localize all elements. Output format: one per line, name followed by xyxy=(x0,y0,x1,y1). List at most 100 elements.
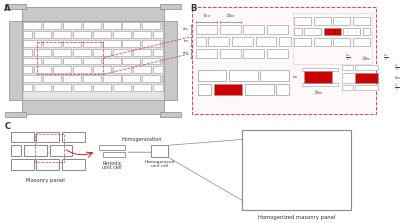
Bar xyxy=(279,37,291,46)
Bar xyxy=(43,22,61,29)
Bar xyxy=(214,84,242,95)
Bar xyxy=(73,49,91,56)
Bar xyxy=(294,17,312,25)
Bar xyxy=(11,145,21,156)
Text: $b_{be}$: $b_{be}$ xyxy=(362,55,371,64)
Bar xyxy=(314,38,331,46)
Text: C: C xyxy=(4,122,10,131)
Bar xyxy=(342,66,353,70)
Text: $\frac{t_{be}}{2}$: $\frac{t_{be}}{2}$ xyxy=(344,53,350,64)
Bar xyxy=(53,31,71,38)
Bar xyxy=(196,37,206,46)
Bar xyxy=(164,21,177,100)
Bar xyxy=(160,4,181,9)
Bar xyxy=(102,22,120,29)
Bar xyxy=(192,7,376,114)
Bar xyxy=(196,25,217,34)
Bar xyxy=(198,70,226,81)
Bar xyxy=(23,40,41,47)
Bar xyxy=(113,66,131,73)
Bar xyxy=(93,31,111,38)
Bar xyxy=(380,66,392,70)
Bar xyxy=(93,49,111,56)
Text: $\frac{t_{m}}{2}$: $\frac{t_{m}}{2}$ xyxy=(394,62,399,73)
Text: Periodic: Periodic xyxy=(102,161,122,166)
Bar xyxy=(242,130,351,210)
Bar xyxy=(23,49,32,56)
Bar xyxy=(162,22,163,29)
Bar xyxy=(302,83,338,86)
Bar xyxy=(356,85,378,90)
Bar xyxy=(113,31,131,38)
Bar xyxy=(34,84,52,91)
Bar xyxy=(362,27,370,35)
Bar xyxy=(23,58,41,64)
Bar xyxy=(232,37,253,46)
Bar xyxy=(93,66,111,73)
Text: $t_{be}$: $t_{be}$ xyxy=(202,11,210,20)
Bar xyxy=(153,49,163,56)
Bar xyxy=(142,58,160,64)
Bar xyxy=(133,66,151,73)
Text: unit cell: unit cell xyxy=(102,165,122,170)
Bar xyxy=(23,75,41,82)
Text: B: B xyxy=(190,4,197,13)
Bar xyxy=(63,75,81,82)
Bar xyxy=(151,145,168,157)
Bar xyxy=(24,145,47,156)
Bar xyxy=(245,84,274,95)
Bar xyxy=(63,22,81,29)
Bar xyxy=(34,66,52,73)
Text: $t_{be}$: $t_{be}$ xyxy=(182,49,190,57)
Bar xyxy=(23,22,41,29)
Bar xyxy=(220,25,240,34)
Bar xyxy=(53,66,71,73)
Bar xyxy=(43,58,61,64)
Bar xyxy=(73,84,91,91)
Bar xyxy=(83,40,101,47)
Bar xyxy=(208,37,229,46)
Bar xyxy=(37,42,104,74)
Bar xyxy=(353,17,370,25)
Text: Masonry panel: Masonry panel xyxy=(26,178,65,183)
Text: $b_{be}$: $b_{be}$ xyxy=(226,11,235,20)
Bar xyxy=(122,75,140,82)
Bar xyxy=(73,31,91,38)
Bar xyxy=(102,75,120,82)
Bar xyxy=(122,22,140,29)
Bar xyxy=(73,66,91,73)
Bar xyxy=(23,31,32,38)
Bar xyxy=(102,58,120,64)
Bar xyxy=(142,40,160,47)
Bar xyxy=(53,84,71,91)
Bar xyxy=(314,17,331,25)
Bar xyxy=(142,22,160,29)
Bar xyxy=(153,66,163,73)
Bar xyxy=(153,31,163,38)
Bar xyxy=(83,58,101,64)
Bar xyxy=(162,58,163,64)
Bar xyxy=(342,85,353,90)
Bar xyxy=(22,7,164,21)
Bar xyxy=(324,27,341,35)
Bar xyxy=(122,40,140,47)
Bar xyxy=(34,49,52,56)
Bar xyxy=(23,66,32,73)
Bar xyxy=(260,70,289,81)
Bar xyxy=(102,152,125,157)
Bar xyxy=(162,75,163,82)
Bar xyxy=(93,84,111,91)
Text: unit cell: unit cell xyxy=(150,164,168,168)
Text: $t_{be}$: $t_{be}$ xyxy=(182,26,190,33)
Bar xyxy=(63,40,81,47)
Bar xyxy=(62,132,84,142)
Bar xyxy=(102,40,120,47)
Bar xyxy=(63,58,81,64)
Bar xyxy=(304,27,322,35)
Bar xyxy=(198,84,211,95)
Bar xyxy=(83,22,101,29)
Text: Homogenization: Homogenization xyxy=(121,137,162,142)
Text: Homogenized: Homogenized xyxy=(144,160,174,164)
Bar xyxy=(36,134,64,162)
Bar xyxy=(11,132,34,142)
